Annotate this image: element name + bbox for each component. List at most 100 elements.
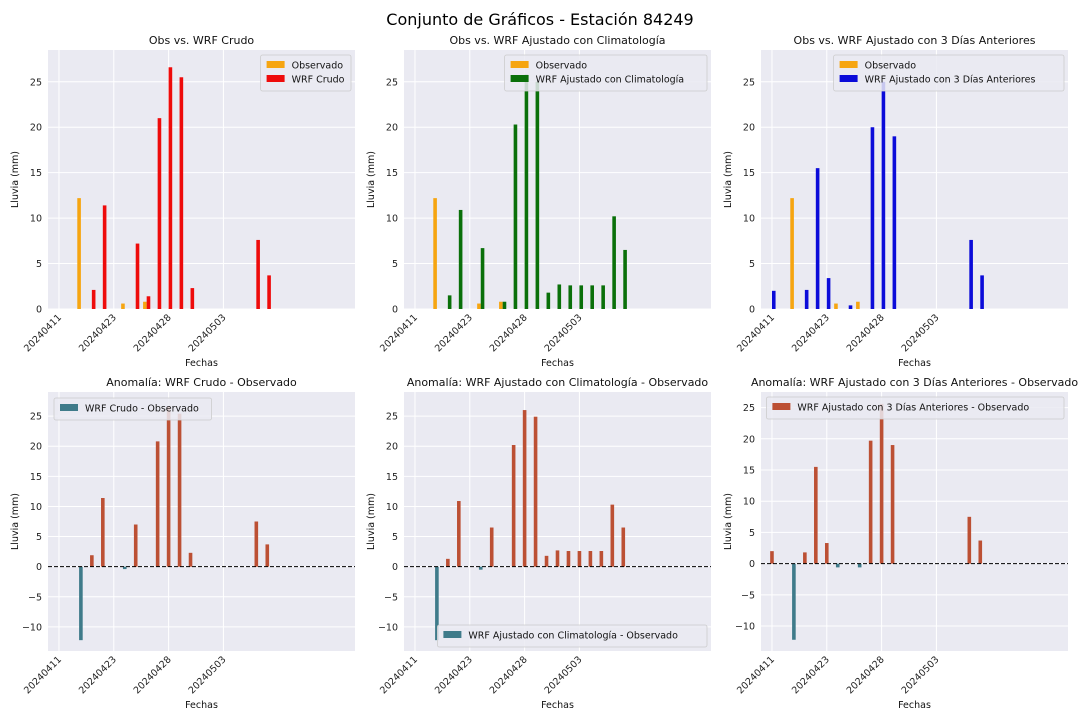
bar — [814, 466, 818, 564]
bar — [265, 544, 270, 567]
legend: Observado WRF Ajustado con 3 Días Anterio… — [833, 54, 1065, 92]
bar — [168, 67, 173, 310]
x-tick-label: 20240428 — [845, 312, 887, 354]
bar — [848, 305, 853, 309]
bar — [967, 516, 972, 564]
y-tick-label: 5 — [749, 528, 755, 539]
bar — [623, 249, 627, 309]
legend: WRF Ajustado con Climatología - Observad… — [436, 624, 708, 648]
bar — [91, 289, 96, 309]
bar — [835, 563, 840, 568]
x-tick-label: 20240423 — [790, 312, 832, 354]
bar — [790, 198, 794, 309]
bar — [433, 198, 437, 309]
x-tick-label: 20240428 — [132, 312, 174, 354]
bar — [792, 563, 796, 640]
bar — [612, 216, 616, 309]
legend-swatch — [443, 631, 462, 638]
bar — [804, 289, 809, 309]
subplot-3: 0 5 10 15 20 25 20240411 20240423 20240428 202405… — [723, 34, 1068, 369]
bar — [870, 127, 875, 310]
bar — [179, 77, 184, 310]
legend-box — [436, 624, 708, 648]
legend-label: Observado — [536, 61, 588, 72]
bar — [502, 301, 507, 309]
bar — [601, 285, 605, 309]
bar — [478, 566, 483, 570]
legend-box — [504, 54, 708, 92]
y-tick-label: 5 — [36, 532, 42, 543]
y-axis-label: Lluvia (mm) — [10, 493, 21, 550]
x-tick-label: 20240411 — [378, 654, 420, 696]
y-axis-label: Lluvia (mm) — [366, 493, 377, 550]
x-axis-label: Fechas — [898, 358, 931, 369]
bar — [188, 552, 193, 567]
legend-swatch — [510, 61, 529, 68]
bar — [256, 239, 260, 309]
bar — [480, 248, 485, 309]
x-axis-label: Fechas — [898, 700, 931, 711]
bar — [121, 303, 125, 309]
legend-swatch — [839, 75, 858, 82]
bar — [267, 275, 271, 309]
bar — [881, 81, 886, 310]
y-tick-label: 20 — [743, 434, 755, 445]
y-tick-label: 15 — [386, 472, 398, 483]
bar — [621, 527, 626, 567]
figure-title: Conjunto de Gráficos - Estación 84249 — [386, 10, 694, 29]
bar — [102, 205, 107, 309]
y-tick-label: −5 — [741, 590, 755, 601]
bar — [177, 413, 182, 567]
y-tick-label: 25 — [743, 77, 755, 88]
x-tick-label: 20240423 — [77, 312, 119, 354]
y-tick-label: 20 — [30, 442, 42, 453]
y-tick-label: 15 — [743, 466, 755, 477]
bar — [544, 555, 549, 567]
y-tick-label: −10 — [378, 622, 398, 633]
y-tick-label: 5 — [392, 532, 398, 543]
y-tick-label: 10 — [386, 214, 398, 225]
plot-area — [761, 50, 1068, 309]
bar — [511, 445, 516, 567]
bar — [969, 239, 973, 309]
bar — [146, 296, 151, 309]
bar — [77, 198, 81, 309]
legend: Observado WRF Ajustado con Climatología — [504, 54, 708, 92]
y-axis-label: Lluvia (mm) — [366, 151, 377, 208]
bar — [879, 403, 884, 564]
legend-swatch — [510, 75, 529, 82]
bar — [892, 136, 897, 309]
bar — [978, 540, 983, 564]
bar — [557, 284, 562, 309]
bar — [190, 288, 195, 309]
bar — [101, 498, 105, 567]
legend-box — [833, 54, 1065, 92]
y-axis-label: Lluvia (mm) — [10, 151, 21, 208]
x-tick-label: 20240423 — [433, 312, 475, 354]
plot-area — [48, 50, 355, 309]
y-tick-label: 25 — [30, 412, 42, 423]
plot-area — [404, 392, 711, 651]
bar — [599, 551, 604, 567]
legend-swatch — [839, 61, 858, 68]
bar — [555, 550, 560, 567]
plot-area — [761, 392, 1068, 651]
plot-area — [404, 50, 711, 309]
bar — [824, 543, 829, 564]
bar — [499, 301, 503, 309]
bar — [856, 301, 860, 309]
legend-swatch — [266, 61, 285, 68]
bar — [435, 566, 439, 641]
y-tick-label: 20 — [386, 123, 398, 134]
subplot-6: −10 −5 0 5 10 15 20 25 20240411 20240423 20240428 2… — [723, 376, 1078, 711]
bar — [803, 552, 807, 564]
y-tick-label: 0 — [36, 562, 42, 573]
bar — [157, 118, 162, 309]
y-tick-label: 0 — [392, 562, 398, 573]
y-tick-label: 5 — [749, 259, 755, 270]
y-tick-label: −5 — [28, 592, 42, 603]
x-axis-label: Fechas — [185, 358, 218, 369]
y-tick-label: −10 — [735, 622, 755, 633]
legend-box — [53, 397, 213, 421]
